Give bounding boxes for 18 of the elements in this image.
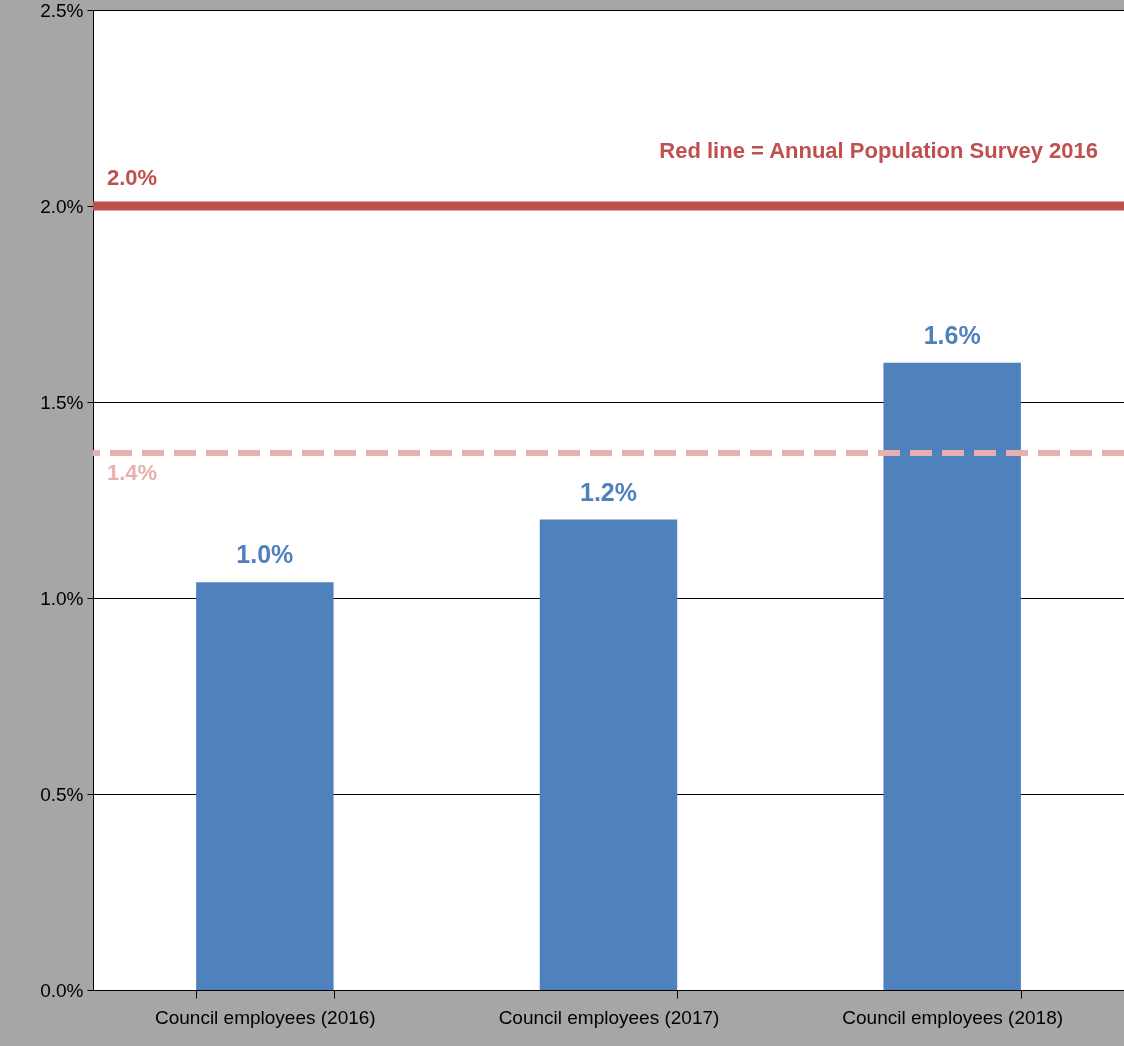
bar bbox=[539, 519, 678, 990]
x-tick-label: Council employees (2016) bbox=[154, 1006, 376, 1028]
bar bbox=[883, 362, 1021, 990]
data-label: 1.6% bbox=[923, 320, 981, 349]
ref-line-label: 2.0% bbox=[107, 165, 158, 190]
y-tick-label: 1.5% bbox=[40, 391, 84, 413]
y-tick-label: 0.0% bbox=[40, 979, 84, 1001]
data-label: 1.0% bbox=[236, 540, 294, 569]
y-tick-label: 1.0% bbox=[40, 587, 84, 609]
data-label: 1.2% bbox=[580, 477, 637, 506]
ref-line-label: 1.4% bbox=[107, 459, 158, 485]
bar bbox=[196, 582, 334, 990]
y-tick-label: 2.0% bbox=[40, 195, 84, 217]
x-tick-label: Council employees (2018) bbox=[842, 1006, 1064, 1028]
y-tick-label: 2.5% bbox=[40, 0, 84, 21]
y-tick-label: 0.5% bbox=[40, 783, 84, 805]
annotation: Red line = Annual Population Survey 2016 bbox=[659, 138, 1098, 163]
x-tick-label: Council employees (2017) bbox=[498, 1006, 720, 1028]
